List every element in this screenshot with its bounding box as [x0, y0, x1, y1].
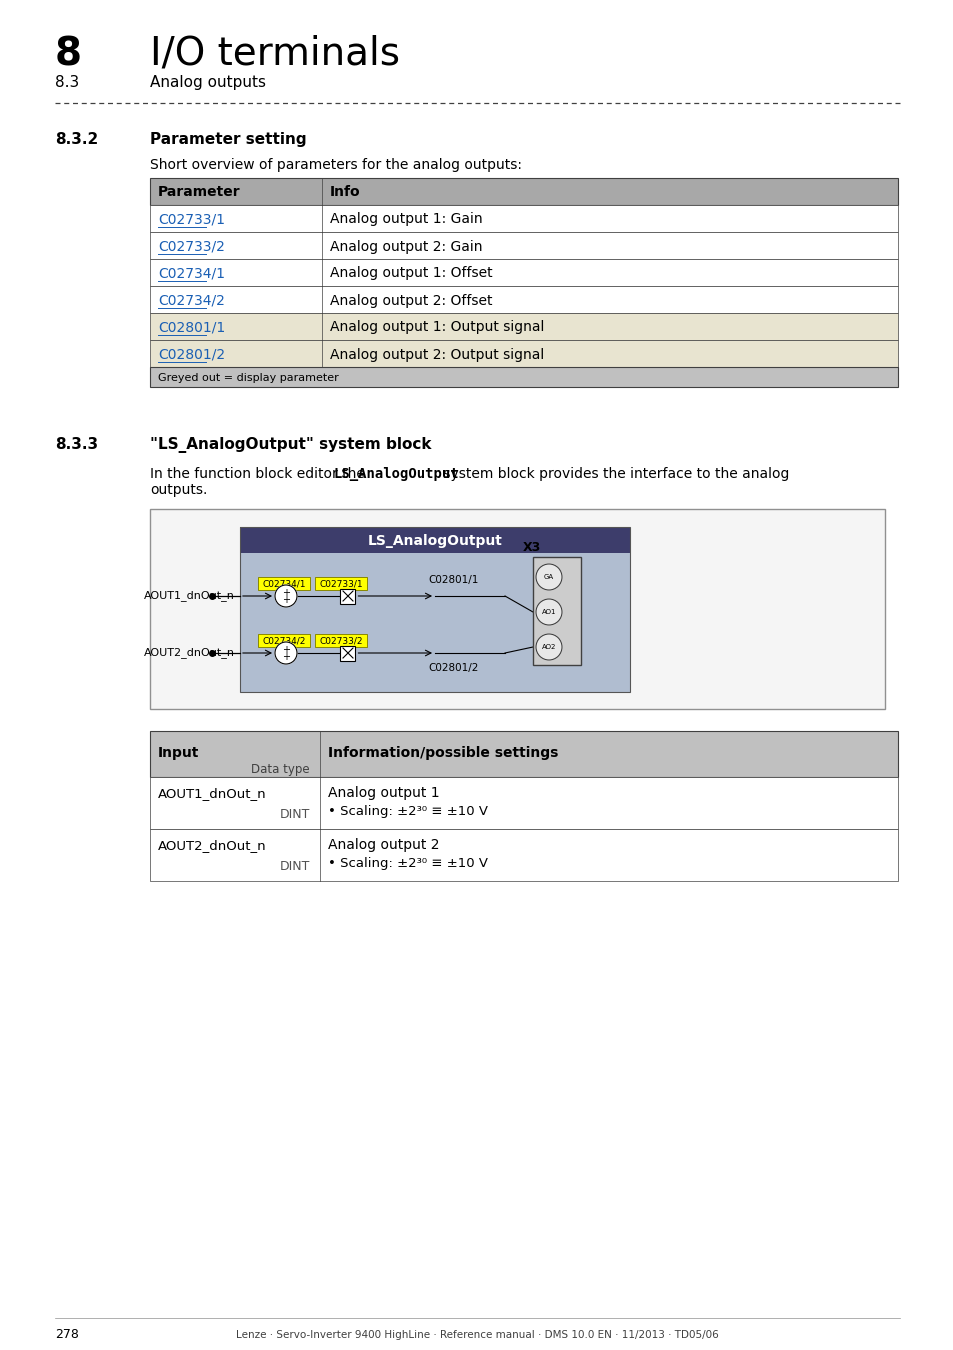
Text: Analog output 2: Output signal: Analog output 2: Output signal [330, 347, 543, 362]
Text: +: + [282, 652, 290, 662]
Text: LS_AnalogOutput: LS_AnalogOutput [333, 467, 458, 481]
Text: C02801/2: C02801/2 [158, 347, 225, 362]
Text: Analog output 1: Analog output 1 [328, 786, 439, 801]
Text: AO2: AO2 [541, 644, 556, 649]
Bar [150, 509, 884, 709]
Bar [150, 778, 897, 829]
Circle shape [536, 599, 561, 625]
Bar [150, 367, 897, 387]
Text: • Scaling: ±2³⁰ ≡ ±10 V: • Scaling: ±2³⁰ ≡ ±10 V [328, 806, 488, 818]
Text: Data type: Data type [251, 763, 310, 775]
Text: 8.3.2: 8.3.2 [55, 132, 98, 147]
Bar [240, 526, 629, 693]
Text: Analog output 1: Output signal: Analog output 1: Output signal [330, 320, 544, 335]
Bar [150, 730, 897, 778]
Text: DINT: DINT [279, 860, 310, 873]
Text: 8.3: 8.3 [55, 76, 79, 90]
Text: Lenze · Servo-Inverter 9400 HighLine · Reference manual · DMS 10.0 EN · 11/2013 : Lenze · Servo-Inverter 9400 HighLine · R… [235, 1330, 718, 1341]
Text: system block provides the interface to the analog: system block provides the interface to t… [438, 467, 788, 481]
Text: LS_AnalogOutput: LS_AnalogOutput [367, 535, 502, 548]
Text: Short overview of parameters for the analog outputs:: Short overview of parameters for the ana… [150, 158, 521, 171]
Bar [340, 645, 355, 660]
Bar [257, 634, 310, 647]
Bar [150, 340, 897, 367]
Text: Analog outputs: Analog outputs [150, 76, 266, 90]
Circle shape [536, 564, 561, 590]
Text: C02733/1: C02733/1 [319, 579, 362, 589]
Text: "LS_AnalogOutput" system block: "LS_AnalogOutput" system block [150, 437, 431, 454]
Text: Info: Info [330, 185, 360, 200]
Bar [240, 526, 629, 554]
Text: Analog output 2: Offset: Analog output 2: Offset [330, 293, 492, 308]
Text: In the function block editor the: In the function block editor the [150, 467, 369, 481]
Text: Parameter setting: Parameter setting [150, 132, 306, 147]
Text: AO1: AO1 [541, 609, 556, 616]
Text: AOUT2_dnOut_n: AOUT2_dnOut_n [144, 648, 234, 659]
Text: Analog output 2: Analog output 2 [328, 838, 439, 852]
Bar [150, 178, 897, 205]
Text: • Scaling: ±2³⁰ ≡ ±10 V: • Scaling: ±2³⁰ ≡ ±10 V [328, 857, 488, 871]
Text: Analog output 1: Gain: Analog output 1: Gain [330, 212, 482, 227]
Text: C02733/2: C02733/2 [158, 239, 225, 254]
Text: Greyed out = display parameter: Greyed out = display parameter [158, 373, 338, 383]
Text: C02734/1: C02734/1 [158, 266, 225, 281]
Text: X3: X3 [522, 541, 540, 554]
Text: Parameter: Parameter [158, 185, 240, 200]
Text: C02801/2: C02801/2 [428, 663, 477, 674]
Text: C02801/1: C02801/1 [158, 320, 225, 335]
Text: C02734/1: C02734/1 [262, 579, 305, 589]
Bar [314, 634, 367, 647]
Text: AOUT1_dnOut_n: AOUT1_dnOut_n [144, 590, 234, 602]
Bar [150, 232, 897, 259]
Circle shape [274, 585, 296, 608]
Text: DINT: DINT [279, 809, 310, 822]
Bar [150, 286, 897, 313]
Text: Analog output 2: Gain: Analog output 2: Gain [330, 239, 482, 254]
Bar [150, 259, 897, 286]
Text: +: + [282, 595, 290, 605]
Text: 8: 8 [55, 35, 82, 73]
Text: I/O terminals: I/O terminals [150, 35, 399, 73]
Bar [257, 576, 310, 590]
Text: Information/possible settings: Information/possible settings [328, 747, 558, 760]
Text: GA: GA [543, 574, 554, 580]
Bar [533, 558, 580, 666]
Text: 278: 278 [55, 1328, 79, 1342]
Text: C02733/1: C02733/1 [158, 212, 225, 227]
Text: Input: Input [158, 747, 199, 760]
Bar [150, 205, 897, 232]
Text: 8.3.3: 8.3.3 [55, 437, 98, 452]
Bar [240, 526, 629, 693]
Circle shape [536, 634, 561, 660]
Text: AOUT2_dnOut_n: AOUT2_dnOut_n [158, 840, 266, 852]
Text: C02734/2: C02734/2 [262, 636, 305, 645]
Text: +: + [282, 645, 290, 655]
Bar [150, 313, 897, 340]
Text: AOUT1_dnOut_n: AOUT1_dnOut_n [158, 787, 266, 801]
Text: C02733/2: C02733/2 [319, 636, 362, 645]
Text: outputs.: outputs. [150, 483, 207, 497]
Text: +: + [282, 589, 290, 598]
Text: C02801/1: C02801/1 [428, 575, 477, 585]
Text: Analog output 1: Offset: Analog output 1: Offset [330, 266, 492, 281]
Circle shape [274, 643, 296, 664]
Text: C02734/2: C02734/2 [158, 293, 225, 308]
Bar [314, 576, 367, 590]
Bar [150, 829, 897, 882]
Bar [340, 589, 355, 603]
